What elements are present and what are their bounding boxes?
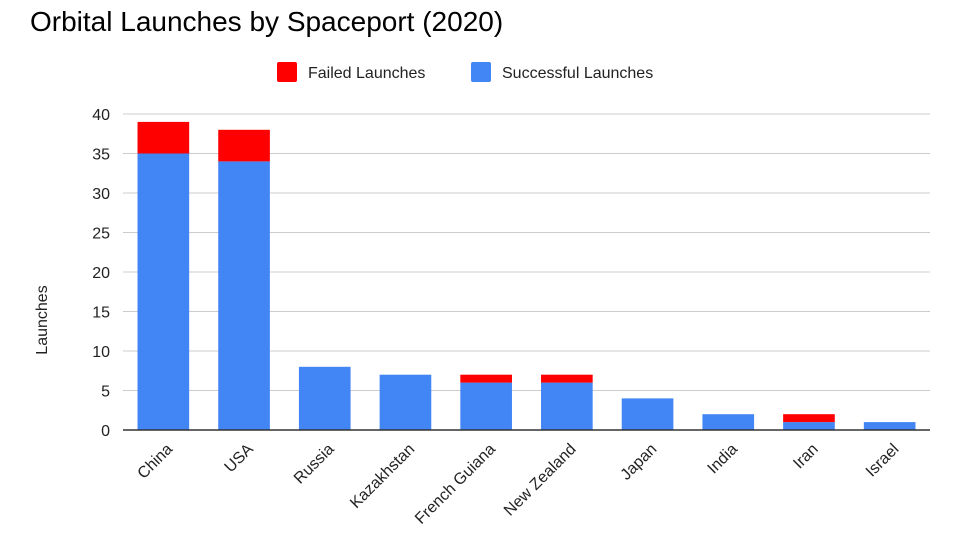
legend-swatch-failed [277,62,297,82]
bar-failed-french-guiana [460,374,512,383]
bar-failed-new-zealand [541,374,593,383]
legend-swatch-successful [471,62,491,82]
y-tick-label: 20 [92,265,110,282]
x-tick-label: Kazakhstan [347,441,418,512]
bars [137,121,916,430]
x-tick-label: French Guiana [412,441,499,528]
bar-successful-french-guiana [460,382,512,430]
bar-successful-usa [218,161,270,430]
y-tick-label: 25 [92,226,110,243]
y-tick-label: 30 [92,186,110,203]
chart-title: Orbital Launches by Spaceport (2020) [30,6,504,37]
y-tick-label: 40 [92,107,110,124]
y-tick-label: 5 [101,384,110,401]
legend-label-successful: Successful Launches [502,65,653,82]
x-tick-label: Iran [790,441,822,473]
legend-label-failed: Failed Launches [308,65,425,82]
y-tick-label: 15 [92,305,110,322]
bar-successful-india [702,414,755,430]
bar-failed-usa [218,129,270,162]
x-tick-label: Russia [291,441,338,488]
x-tick-label: Japan [618,441,661,484]
bar-successful-israel [863,422,916,430]
bar-successful-kazakhstan [379,374,432,430]
bar-successful-iran [783,422,835,430]
y-axis-label: Launches [34,285,51,354]
axes: 0 5 10 15 20 25 30 35 40 China USA Russia Kazakhstan… [92,107,930,528]
x-tick-label: New Zealand [501,441,580,520]
bar-failed-iran [783,414,835,423]
x-tick-label: China [135,441,177,483]
bar-failed-china [137,121,190,154]
bar-successful-new-zealand [541,382,593,430]
y-tick-label: 35 [92,147,110,164]
bar-successful-japan [621,398,674,430]
bar-successful-china [137,153,190,430]
x-tick-label: Israel [863,441,903,481]
x-tick-label: USA [222,441,258,477]
legend: Failed Launches Successful Launches [277,62,653,82]
y-tick-label: 0 [101,423,110,440]
bar-successful-russia [298,366,351,430]
y-tick-label: 10 [92,344,110,361]
x-tick-label: India [705,441,742,478]
